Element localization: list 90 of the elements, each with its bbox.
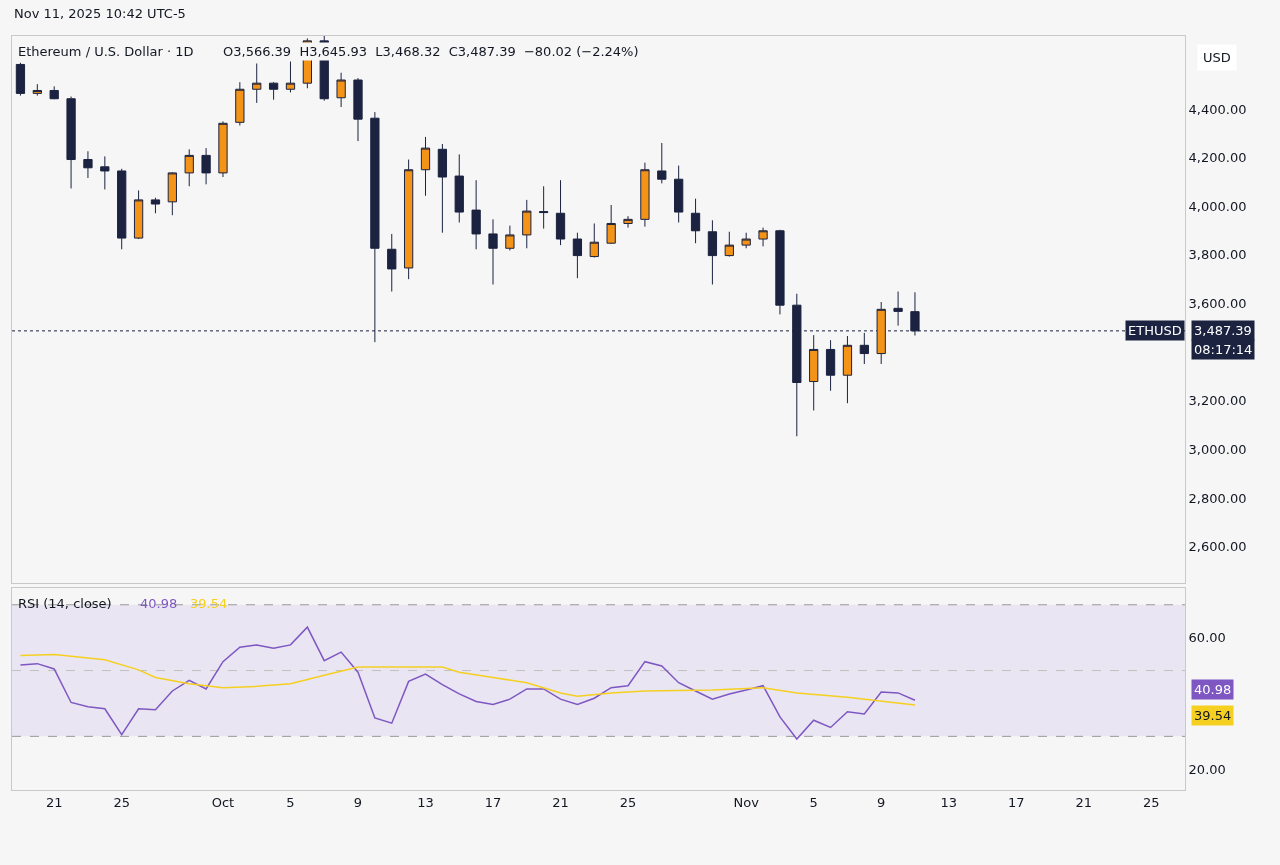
candlestick: [488, 218, 498, 286]
candlestick: [83, 150, 93, 179]
x-tick-label: 21: [1075, 794, 1092, 810]
candlestick: [117, 168, 127, 250]
candlestick: [218, 120, 228, 178]
y-tick-label: 3,600.00: [1188, 296, 1247, 312]
x-tick-label: 25: [1142, 794, 1160, 810]
candlestick: [792, 293, 802, 437]
candlestick: [15, 62, 26, 97]
text: RSI (14, close): [18, 596, 112, 611]
y-tick-label: 3,000.00: [1188, 441, 1247, 457]
text: O3,566.39 H3,645.93 L3,468.32 C3,487.39 −80.02 (−2.24%): [223, 44, 639, 59]
line-series: [19, 626, 916, 740]
x-tick-label: 13: [417, 794, 434, 810]
candlestick: [724, 231, 734, 258]
candlestick: [758, 227, 768, 247]
candlestick: [555, 179, 566, 246]
x-tick-label: 13: [940, 794, 957, 810]
candlestick: [690, 198, 701, 244]
candlestick: [505, 225, 515, 251]
x-tick-label: 5: [286, 794, 295, 810]
candlestick: [775, 229, 785, 315]
candlestick: [589, 222, 599, 259]
candlestick: [353, 77, 363, 142]
y-tick-label: 3,800.00: [1188, 247, 1247, 263]
candlestick: [522, 199, 532, 249]
x-tick-label: 17: [484, 794, 502, 810]
candlestick: [252, 62, 262, 104]
candlestick: [825, 339, 836, 392]
y-tick-label: 4,000.00: [1188, 198, 1247, 214]
text: Ethereum / U.S. Dollar · 1D: [18, 44, 194, 59]
candlestick: [403, 159, 414, 280]
y-tick-label: 2,600.00: [1188, 539, 1247, 555]
candlestick: [572, 232, 583, 279]
candlestick: [707, 219, 718, 286]
candlestick: [285, 61, 296, 93]
candlestick: [167, 171, 177, 216]
y-tick-label: 4,200.00: [1188, 150, 1247, 166]
candlestick: [606, 204, 616, 245]
candlestick: [235, 81, 245, 126]
annotation: 40.98: [140, 596, 178, 611]
candlestick: [387, 233, 397, 293]
candlestick: [150, 197, 161, 214]
candlestick: [640, 162, 650, 228]
x-tick-label: 5: [809, 794, 818, 810]
candlestick: [336, 72, 346, 108]
annotation: 39.54: [190, 596, 228, 611]
y-tick-label: 3,200.00: [1188, 393, 1247, 409]
y-tick-label: 2,800.00: [1188, 490, 1247, 506]
candlestick: [268, 81, 279, 101]
candlestick: [657, 142, 667, 184]
annotation: ETHUSD: [1128, 323, 1182, 338]
candlestick: [893, 291, 903, 327]
candlestick: [32, 83, 42, 97]
candlestick: [66, 96, 76, 189]
candlestick: [184, 148, 194, 187]
candlestick: [842, 335, 853, 404]
text: 39.54: [1194, 708, 1232, 723]
ref-line-label: 3,487.39: [1194, 323, 1252, 338]
candlestick: [437, 143, 448, 234]
candlestick: [49, 85, 59, 100]
candlestick: [674, 165, 684, 224]
candlestick: [539, 185, 549, 230]
x-tick-label: 21: [552, 794, 569, 810]
x-tick-label: 9: [877, 794, 886, 810]
x-tick-label: Oct: [211, 794, 235, 810]
x-tick-label: Nov: [733, 794, 760, 810]
line-series: [19, 653, 916, 706]
candlestick: [623, 215, 633, 229]
x-tick-label: 25: [113, 794, 130, 810]
text: USD: [1203, 50, 1231, 65]
candlestick: [201, 147, 211, 185]
candlestick: [741, 232, 751, 249]
candlestick: [471, 179, 481, 250]
x-tick-label: 21: [45, 794, 63, 810]
y-tick-label: 4,400.00: [1188, 101, 1247, 117]
candlestick: [133, 189, 144, 240]
x-tick-label: 25: [619, 794, 637, 810]
x-tick-label: 17: [1007, 794, 1025, 810]
y-tick-label: 20.00: [1188, 761, 1226, 777]
candlestick: [420, 136, 431, 197]
text: 40.98: [1194, 682, 1232, 697]
y-tick-label: 60.00: [1188, 630, 1226, 646]
candlestick: [809, 334, 819, 411]
text: 08:17:14: [1194, 342, 1253, 357]
candlestick: [454, 153, 464, 224]
candlestick: [876, 301, 886, 365]
text: Nov 11, 2025 10:42 UTC-5: [14, 6, 186, 21]
candlestick: [100, 155, 110, 190]
x-tick-label: 9: [353, 794, 363, 810]
